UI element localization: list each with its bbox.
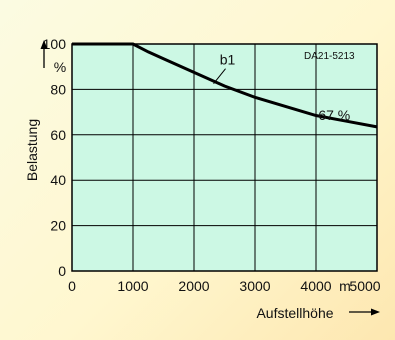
y-tick-label: 0 bbox=[58, 263, 66, 279]
x-axis-unit: m bbox=[339, 278, 351, 294]
x-tick-label: 1000 bbox=[117, 278, 148, 294]
y-tick-label: 40 bbox=[50, 172, 66, 188]
y-tick-label: 20 bbox=[50, 218, 66, 234]
y-tick-label: 100 bbox=[43, 36, 67, 52]
series-label-b1: b1 bbox=[220, 52, 236, 68]
series-label-leader bbox=[213, 68, 226, 85]
tick-labels: 0 1000 2000 3000 4000 5000 0 20 40 60 80 100 bbox=[43, 36, 381, 294]
x-axis-arrow-icon bbox=[349, 308, 380, 316]
x-tick-label: 4000 bbox=[300, 278, 331, 294]
x-tick-label: 0 bbox=[68, 278, 76, 294]
plot-area bbox=[71, 43, 378, 272]
y-tick-label: 60 bbox=[50, 127, 66, 143]
x-tick-label: 3000 bbox=[239, 278, 270, 294]
x-tick-label: 2000 bbox=[178, 278, 209, 294]
annotation-67-percent: 67 % bbox=[318, 107, 350, 123]
y-axis-label: Belastung bbox=[24, 119, 40, 181]
y-axis-arrow-icon bbox=[40, 40, 48, 68]
x-tick-label: 5000 bbox=[349, 278, 380, 294]
x-axis-label: Aufstellhöhe bbox=[256, 305, 333, 321]
y-axis-unit: % bbox=[54, 59, 66, 75]
chart-code: DA21-5213 bbox=[304, 51, 355, 62]
grid bbox=[72, 44, 377, 271]
y-tick-label: 80 bbox=[50, 81, 66, 97]
series-line-b1 bbox=[72, 42, 378, 129]
